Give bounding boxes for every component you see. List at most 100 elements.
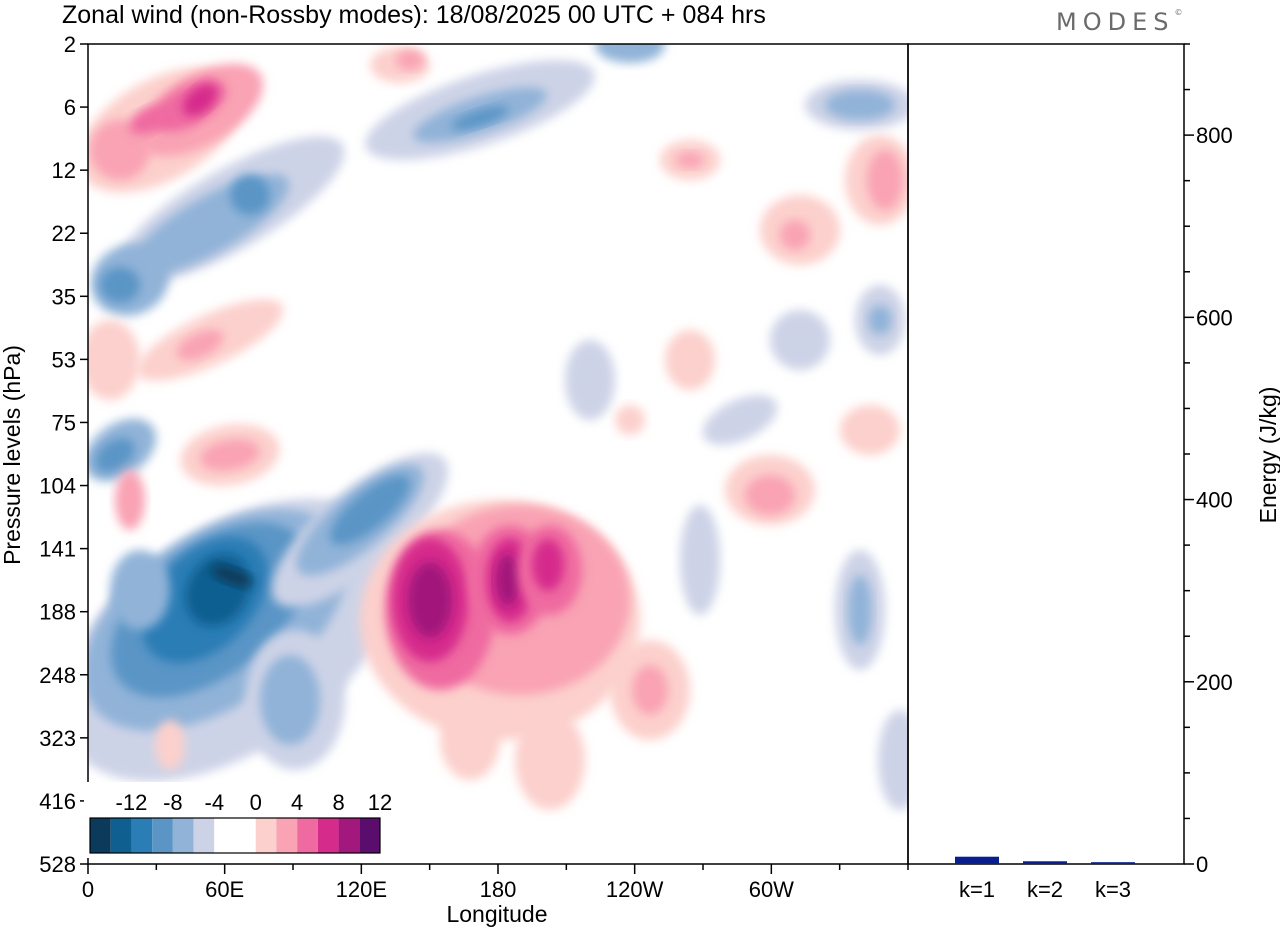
y-tick-label: 2 (64, 32, 76, 57)
colorbar: -12 -8 -4 0 4 8 12 (84, 782, 392, 858)
y-tick-label: 75 (52, 410, 76, 435)
wind-contour-region (100, 267, 140, 303)
colorbar-swatch (172, 818, 194, 853)
wind-contour-region (868, 305, 892, 335)
colorbar-swatch (110, 818, 132, 853)
wind-contour-region (129, 105, 171, 135)
wind-contour-region (770, 310, 830, 370)
wind-contour-region (95, 437, 135, 473)
x-tick-label: 120E (336, 877, 387, 902)
energy-tick-label: 200 (1196, 670, 1233, 695)
x-tick-label: 120W (606, 877, 664, 902)
colorbar-swatch (214, 818, 235, 853)
energy-tick-label: 800 (1196, 123, 1233, 148)
x-axis-title: Longitude (446, 901, 547, 927)
wind-contour-region (211, 565, 253, 587)
colorbar-label: -8 (163, 790, 183, 815)
energy-category-label: k=1 (959, 877, 995, 902)
wind-contour-region (676, 152, 704, 168)
colorbar-label: -12 (116, 790, 148, 815)
y-tick-label: 35 (52, 284, 76, 309)
wind-contour-region (408, 562, 452, 638)
wind-contour-region (867, 150, 903, 210)
y-tick-label: 323 (39, 726, 76, 751)
colorbar-label: 8 (332, 790, 344, 815)
wind-contour-region (176, 329, 224, 361)
wind-contour-region (680, 505, 720, 615)
energy-bar (1091, 862, 1135, 864)
colorbar-swatch (276, 818, 298, 853)
wind-contour-region (632, 665, 668, 715)
x-tick-label: 60E (205, 877, 244, 902)
y-tick-label: 188 (39, 600, 76, 625)
wind-contour-region (825, 90, 895, 120)
y-axis: 2 6 12 22 35 53 75 104 141 188 248 323 416 528 (39, 32, 88, 877)
colorbar-label: -4 (205, 790, 225, 815)
colorbar-swatch (235, 818, 256, 853)
x-axis: 0 60E 120E 180 120W 60W (82, 864, 909, 902)
wind-contour-region (155, 720, 185, 770)
colorbar-label: 0 (250, 790, 262, 815)
energy-category-label: k=3 (1095, 877, 1131, 902)
wind-contour-region (90, 120, 150, 180)
wind-contour-region (565, 340, 615, 420)
y-tick-label: 416 (39, 789, 76, 814)
x-tick-label: 0 (82, 877, 94, 902)
wind-contour-region (396, 50, 424, 70)
wind-field (88, 44, 908, 810)
colorbar-swatch (90, 818, 111, 853)
wind-contour-region (496, 554, 520, 606)
y-tick-label: 528 (39, 852, 76, 877)
logo-mark: © (1174, 8, 1183, 17)
energy-category-label: k=2 (1027, 877, 1063, 902)
colorbar-swatch (255, 818, 277, 853)
wind-contour-region (702, 395, 778, 445)
wind-contour-region (780, 220, 810, 250)
colorbar-label: 4 (291, 790, 303, 815)
logo-text: MODES (1056, 8, 1175, 36)
wind-contour-region (260, 655, 320, 745)
wind-contour-region (878, 710, 908, 810)
energy-bars: k=1 k=2 k=3 (955, 856, 1135, 902)
wind-contour-region (532, 539, 564, 591)
x-tick-label: 180 (480, 877, 517, 902)
y-tick-label: 6 (64, 95, 76, 120)
colorbar-swatch (131, 818, 153, 853)
wind-contour-region (745, 475, 795, 515)
energy-panel-frame (907, 43, 1185, 865)
wind-contour-region (440, 700, 500, 780)
wind-contour-region (115, 470, 145, 530)
y-tick-label: 141 (39, 537, 76, 562)
colorbar-swatch (152, 818, 173, 853)
modes-logo: MODES© (1056, 8, 1182, 36)
wind-contour-region (848, 575, 872, 645)
y-tick-label: 22 (52, 221, 76, 246)
y-tick-label: 248 (39, 663, 76, 688)
wind-contour-region (615, 405, 645, 435)
energy-tick-label: 0 (1196, 852, 1208, 877)
wind-contour-region (840, 405, 900, 455)
colorbar-swatch (359, 818, 380, 853)
y-tick-label: 53 (52, 347, 76, 372)
wind-contour-region (200, 439, 260, 471)
wind-contour-region (182, 84, 218, 116)
energy-axis-title: Energy (J/kg) (1255, 387, 1280, 524)
wind-contour-region (665, 330, 715, 390)
chart-title: Zonal wind (non-Rossby modes): 18/08/202… (62, 1, 766, 29)
y-tick-label: 12 (52, 158, 76, 183)
colorbar-swatch (297, 818, 318, 853)
energy-axis: 0 200 400 600 800 (1184, 43, 1233, 877)
wind-contour-region (329, 475, 411, 545)
y-axis-title: Pressure levels (hPa) (0, 345, 25, 565)
colorbar-label: 12 (368, 790, 392, 815)
colorbar-swatch (338, 818, 360, 853)
colorbar-swatch (317, 818, 339, 853)
energy-bar (955, 856, 999, 864)
energy-tick-label: 600 (1196, 305, 1233, 330)
colorbar-frame (89, 817, 381, 854)
wind-contour-region (110, 550, 170, 630)
y-tick-label: 104 (39, 474, 76, 499)
wind-contour-region (515, 710, 585, 810)
wind-contour-region (230, 175, 270, 215)
